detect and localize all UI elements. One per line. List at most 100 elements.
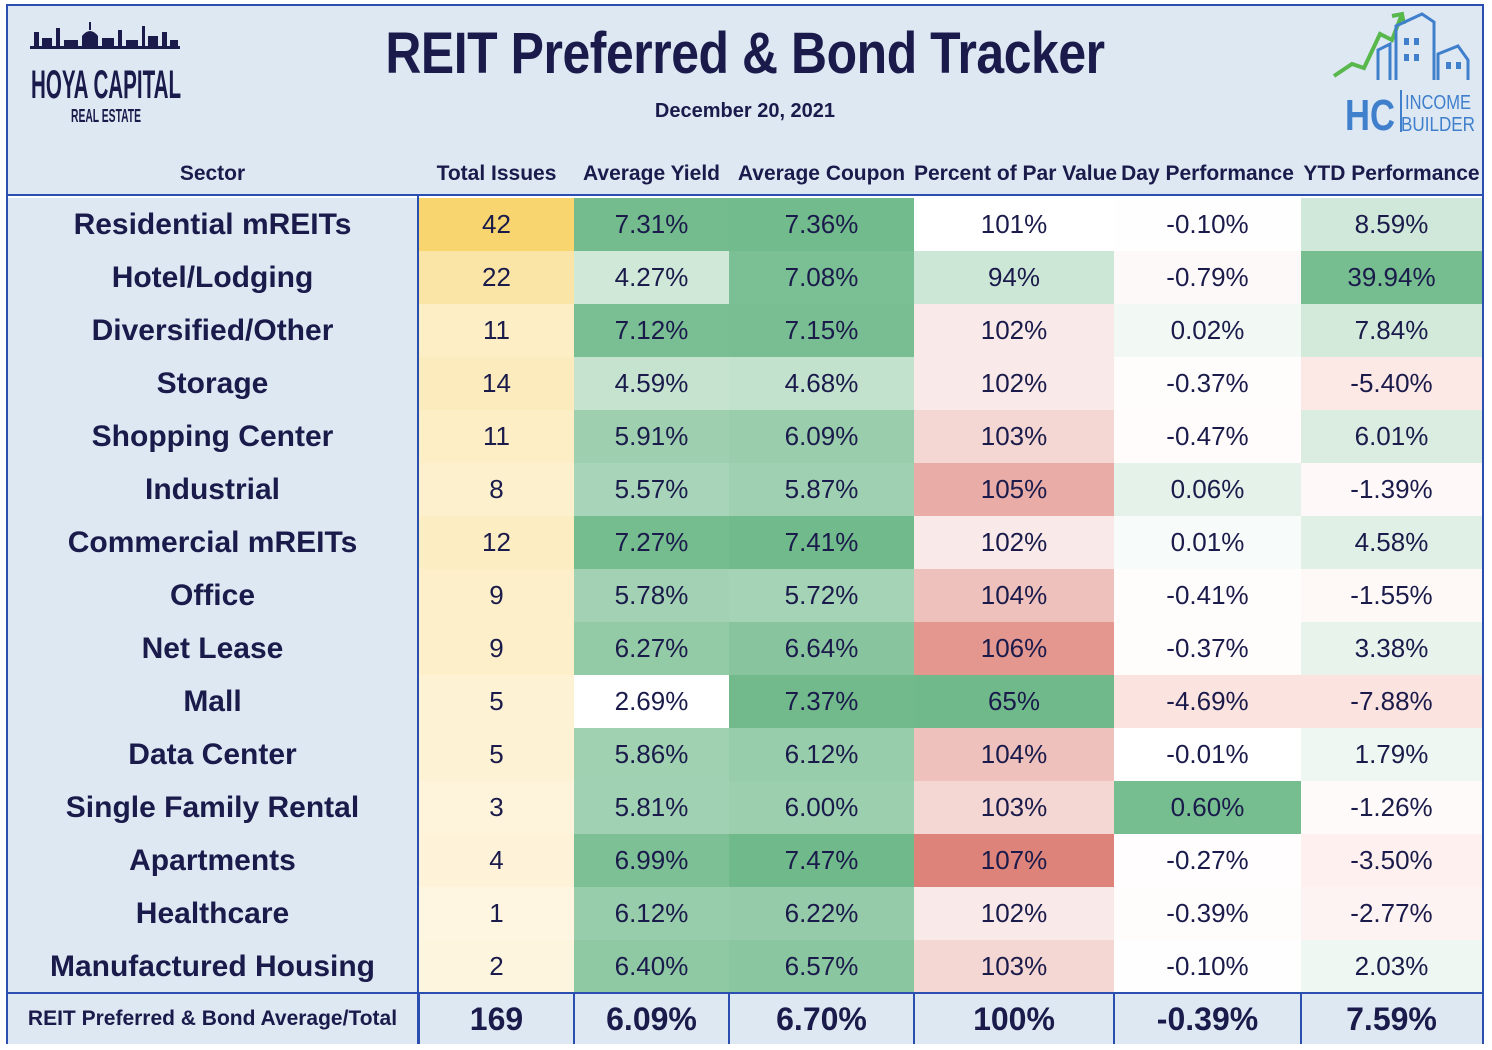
ytd-performance-cell: -1.39% [1301,463,1482,516]
right-logo-line2: BUILDER [1401,114,1475,135]
column-header-day-performance: Day Performance [1121,162,1294,185]
average-yield-cell: 7.31% [574,198,729,251]
table-row: Apartments 4 6.99% 7.47% 107% -0.27% -3.50% [8,834,1482,887]
percent-of-par-cell: 104% [914,728,1114,781]
ytd-performance-cell: -7.88% [1301,675,1482,728]
total-issues-cell: 9 [419,569,574,622]
footer-average-yield-cell: 6.09% [606,1000,697,1037]
table-row: Storage 14 4.59% 4.68% 102% -0.37% -5.40% [8,357,1482,410]
day-performance-cell: -0.39% [1114,887,1301,940]
percent-of-par-cell: 65% [914,675,1114,728]
ytd-performance-cell: 6.01% [1301,410,1482,463]
day-performance-cell: -0.10% [1114,940,1301,993]
sector-cell: Apartments [8,834,417,887]
table-footer-row: REIT Preferred & Bond Average/Total 169 6.… [8,992,1482,1044]
tracker-panel: HOYA CAPITAL REAL ESTATE REIT Preferred … [6,4,1484,1044]
average-coupon-cell: 7.08% [729,251,914,304]
footer-average-coupon-cell: 6.70% [776,1000,867,1037]
right-logo-line1: INCOME [1405,92,1471,114]
total-issues-cell: 11 [419,410,574,463]
total-issues-cell: 5 [419,728,574,781]
total-issues-cell: 8 [419,463,574,516]
table-row: Industrial 8 5.57% 5.87% 105% 0.06% -1.39% [8,463,1482,516]
average-yield-cell: 6.99% [574,834,729,887]
table-row: Single Family Rental 3 5.81% 6.00% 103% 0.60%… [8,781,1482,834]
footer-percent-of-par-cell: 100% [973,1000,1055,1037]
day-performance-cell: -0.41% [1114,569,1301,622]
table-row: Commercial mREITs 12 7.27% 7.41% 102% 0.01% 4.… [8,516,1482,569]
average-yield-cell: 4.27% [574,251,729,304]
table-row: Shopping Center 11 5.91% 6.09% 103% -0.47% 6.0… [8,410,1482,463]
average-coupon-cell: 6.09% [729,410,914,463]
header: HOYA CAPITAL REAL ESTATE REIT Preferred … [8,6,1482,196]
total-issues-cell: 12 [419,516,574,569]
day-performance-cell: -0.10% [1114,198,1301,251]
total-issues-cell: 3 [419,781,574,834]
table-row: Manufactured Housing 2 6.40% 6.57% 103% -0.10… [8,940,1482,993]
ytd-performance-cell: -3.50% [1301,834,1482,887]
average-yield-cell: 5.86% [574,728,729,781]
report-date: December 20, 2021 [654,100,836,122]
ytd-performance-cell: 7.84% [1301,304,1482,357]
average-yield-cell: 6.27% [574,622,729,675]
footer-ytd-performance-cell: 7.59% [1346,1000,1437,1037]
ytd-performance-cell: -1.26% [1301,781,1482,834]
average-yield-cell: 5.78% [574,569,729,622]
average-coupon-cell: 7.47% [729,834,914,887]
column-header-ytd-performance: YTD Performance [1303,162,1480,185]
sector-cell: Single Family Rental [8,781,417,834]
column-header-total-issues: Total Issues [436,162,557,185]
sector-cell: Mall [8,675,417,728]
footer-day-performance-cell: -0.39% [1156,1000,1259,1037]
table-row: Data Center 5 5.86% 6.12% 104% -0.01% 1.79% [8,728,1482,781]
average-yield-cell: 7.12% [574,304,729,357]
average-coupon-cell: 6.22% [729,887,914,940]
average-yield-cell: 6.40% [574,940,729,993]
sector-cell: Office [8,569,417,622]
total-issues-cell: 22 [419,251,574,304]
footer-column-divider [728,994,730,1044]
total-issues-cell: 42 [419,198,574,251]
percent-of-par-cell: 106% [914,622,1114,675]
table-row: Diversified/Other 11 7.12% 7.15% 102% 0.02% 7.… [8,304,1482,357]
table-row: Office 9 5.78% 5.72% 104% -0.41% -1.55% [8,569,1482,622]
footer-column-divider [1113,994,1115,1044]
hoya-capital-logo: HOYA CAPITAL REAL ESTATE [30,22,181,126]
average-yield-cell: 7.27% [574,516,729,569]
ytd-performance-cell: 8.59% [1301,198,1482,251]
sector-cell: Healthcare [8,887,417,940]
column-header-sector: Sector [179,162,246,185]
ytd-performance-cell: -1.55% [1301,569,1482,622]
average-coupon-cell: 5.87% [729,463,914,516]
footer-column-divider [418,994,420,1044]
average-yield-cell: 5.91% [574,410,729,463]
income-builder-logo: HC INCOME BUILDER [1332,11,1475,135]
percent-of-par-cell: 103% [914,940,1114,993]
ytd-performance-cell: 4.58% [1301,516,1482,569]
table-row: Net Lease 9 6.27% 6.64% 106% -0.37% 3.38% [8,622,1482,675]
right-logo-initials: HC [1345,91,1395,135]
percent-of-par-cell: 102% [914,304,1114,357]
footer-total-issues-cell: 169 [469,1000,524,1037]
percent-of-par-cell: 102% [914,357,1114,410]
footer-column-divider [1300,994,1302,1044]
sector-cell: Commercial mREITs [8,516,417,569]
average-coupon-cell: 6.57% [729,940,914,993]
average-yield-cell: 4.59% [574,357,729,410]
day-performance-cell: -0.01% [1114,728,1301,781]
average-yield-cell: 5.57% [574,463,729,516]
average-yield-cell: 6.12% [574,887,729,940]
average-coupon-cell: 7.37% [729,675,914,728]
total-issues-cell: 11 [419,304,574,357]
total-issues-cell: 4 [419,834,574,887]
footer-label: REIT Preferred & Bond Average/Total [27,1007,398,1030]
column-header-percent-of-par: Percent of Par Value [914,162,1118,185]
sector-cell: Residential mREITs [8,198,417,251]
percent-of-par-cell: 94% [914,251,1114,304]
day-performance-cell: 0.02% [1114,304,1301,357]
sector-cell: Manufactured Housing [8,940,417,993]
sector-cell: Net Lease [8,622,417,675]
column-header-average-coupon: Average Coupon [737,162,906,185]
sector-cell: Industrial [8,463,417,516]
average-yield-cell: 5.81% [574,781,729,834]
